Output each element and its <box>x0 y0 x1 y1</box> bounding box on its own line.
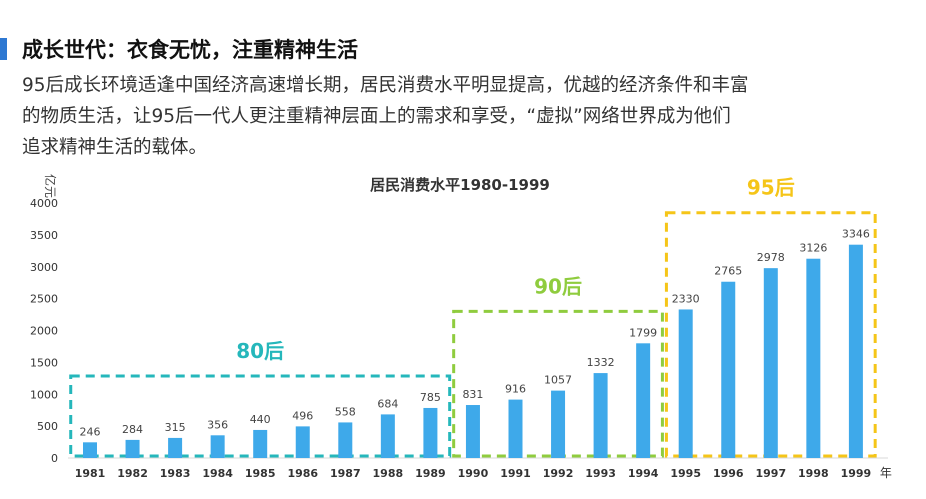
bar <box>465 405 480 458</box>
y-tick-label: 4000 <box>30 197 58 210</box>
x-tick-label: 1984 <box>202 467 233 480</box>
bar <box>678 309 693 458</box>
x-tick-label: 1983 <box>160 467 191 480</box>
bar <box>210 435 225 458</box>
bar-value-label: 496 <box>292 409 313 422</box>
y-tick-label: 2500 <box>30 293 58 306</box>
x-tick-label: 1992 <box>543 467 574 480</box>
bar-value-label: 2765 <box>714 265 742 278</box>
bar <box>551 390 566 458</box>
bar <box>508 399 523 458</box>
x-tick-label: 1988 <box>373 467 404 480</box>
bar-value-label: 1799 <box>629 326 657 339</box>
bar-value-label: 916 <box>505 383 526 396</box>
y-tick-label: 500 <box>37 420 58 433</box>
consumption-bar-chart: 居民消费水平1980-1999 亿元 0 500 1000 1500 2000 2500 300… <box>30 174 892 480</box>
y-axis-label: 亿元 <box>43 174 58 198</box>
x-tick-label: 1996 <box>713 467 744 480</box>
bar <box>338 422 353 458</box>
bar <box>763 268 778 458</box>
bar <box>423 407 438 458</box>
bar <box>168 437 183 458</box>
bar <box>295 426 310 458</box>
bar-value-label: 2978 <box>757 251 785 264</box>
bar-value-label: 356 <box>207 418 228 431</box>
intro-paragraph: 95后成长环境适逢中国经济高速增长期，居民消费水平明显提高，优越的经济条件和丰富… <box>22 70 882 163</box>
heading-accent-bar <box>0 38 7 60</box>
bar-value-label: 1332 <box>587 356 615 369</box>
group-label: 90后 <box>534 274 582 298</box>
bar <box>806 258 821 458</box>
y-tick-label: 0 <box>51 452 58 465</box>
bar <box>83 442 97 458</box>
x-tick-label: 1985 <box>245 467 276 480</box>
bar-value-label: 3346 <box>842 228 870 241</box>
bar-value-label: 558 <box>335 405 356 418</box>
bar <box>636 343 651 458</box>
x-tick-label: 1991 <box>500 467 531 480</box>
bar <box>593 373 608 458</box>
bar-value-label: 315 <box>165 421 186 434</box>
x-tick-label: 1981 <box>75 467 106 480</box>
paragraph-line: 的物质生活，让95后一代人更注重精神层面上的需求和享受，“虚拟”网络世界成为他们 <box>22 106 731 127</box>
x-tick-label: 1986 <box>287 467 318 480</box>
bar <box>848 244 863 458</box>
chart-title: 居民消费水平1980-1999 <box>370 176 550 194</box>
bar-value-label: 1057 <box>544 374 572 387</box>
group-label: 95后 <box>747 176 795 200</box>
bar-value-label: 831 <box>462 388 483 401</box>
x-tick-label: 1997 <box>755 467 786 480</box>
page-heading: 成长世代：衣食无忧，注重精神生活 <box>22 38 358 62</box>
bar-value-label: 785 <box>420 391 441 404</box>
x-tick-label: 1999 <box>841 467 872 480</box>
bar <box>380 414 395 458</box>
x-tick-label: 1989 <box>415 467 446 480</box>
paragraph-line: 追求精神生活的载体。 <box>22 137 208 158</box>
x-axis-label: 年 <box>880 466 892 480</box>
bar <box>253 429 268 458</box>
bar-value-label: 246 <box>80 425 101 438</box>
x-tick-label: 1990 <box>458 467 489 480</box>
bar <box>125 439 140 458</box>
x-tick-label: 1994 <box>628 467 659 480</box>
x-tick-label: 1993 <box>585 467 616 480</box>
bar-value-label: 440 <box>250 413 271 426</box>
y-tick-label: 1000 <box>30 388 58 401</box>
paragraph-line: 95后成长环境适逢中国经济高速增长期，居民消费水平明显提高，优越的经济条件和丰富 <box>22 75 749 96</box>
bar <box>721 281 736 458</box>
x-tick-label: 1995 <box>670 467 701 480</box>
x-tick-label: 1998 <box>798 467 829 480</box>
y-tick-label: 2000 <box>30 325 58 338</box>
bar-value-label: 3126 <box>799 242 827 255</box>
y-tick-label: 3000 <box>30 261 58 274</box>
x-tick-label: 1982 <box>117 467 148 480</box>
x-tick-label: 1987 <box>330 467 361 480</box>
bar-value-label: 284 <box>122 423 143 436</box>
group-label: 80后 <box>236 339 284 363</box>
y-tick-label: 1500 <box>30 356 58 369</box>
bar-value-label: 684 <box>377 397 398 410</box>
y-tick-label: 3500 <box>30 229 58 242</box>
bar-value-label: 2330 <box>672 292 700 305</box>
